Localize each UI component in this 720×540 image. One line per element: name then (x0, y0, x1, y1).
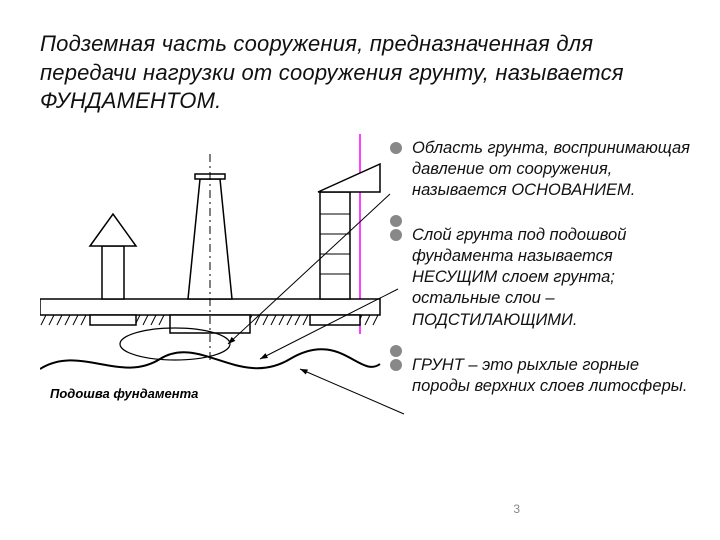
bullet-list: Область грунта, воспринимающая давление … (390, 134, 690, 424)
bullet-item (390, 211, 690, 219)
page-number: 3 (513, 502, 520, 516)
bullet-item: Область грунта, воспринимающая давление … (390, 138, 690, 201)
content-row: Подошва фундамента Область грунта, воспр… (40, 134, 690, 424)
foundation-diagram: Подошва фундамента (40, 134, 380, 424)
figure-column: Подошва фундамента (40, 134, 380, 424)
figure-caption: Подошва фундамента (50, 386, 198, 401)
bullet-item: Слой грунта под подошвой фундамента назы… (390, 225, 690, 331)
bullet-item: ГРУНТ – это рыхлые горные породы верхних… (390, 355, 690, 397)
bullet-item (390, 341, 690, 349)
slide-title: Подземная часть сооружения, предназначен… (40, 30, 690, 116)
